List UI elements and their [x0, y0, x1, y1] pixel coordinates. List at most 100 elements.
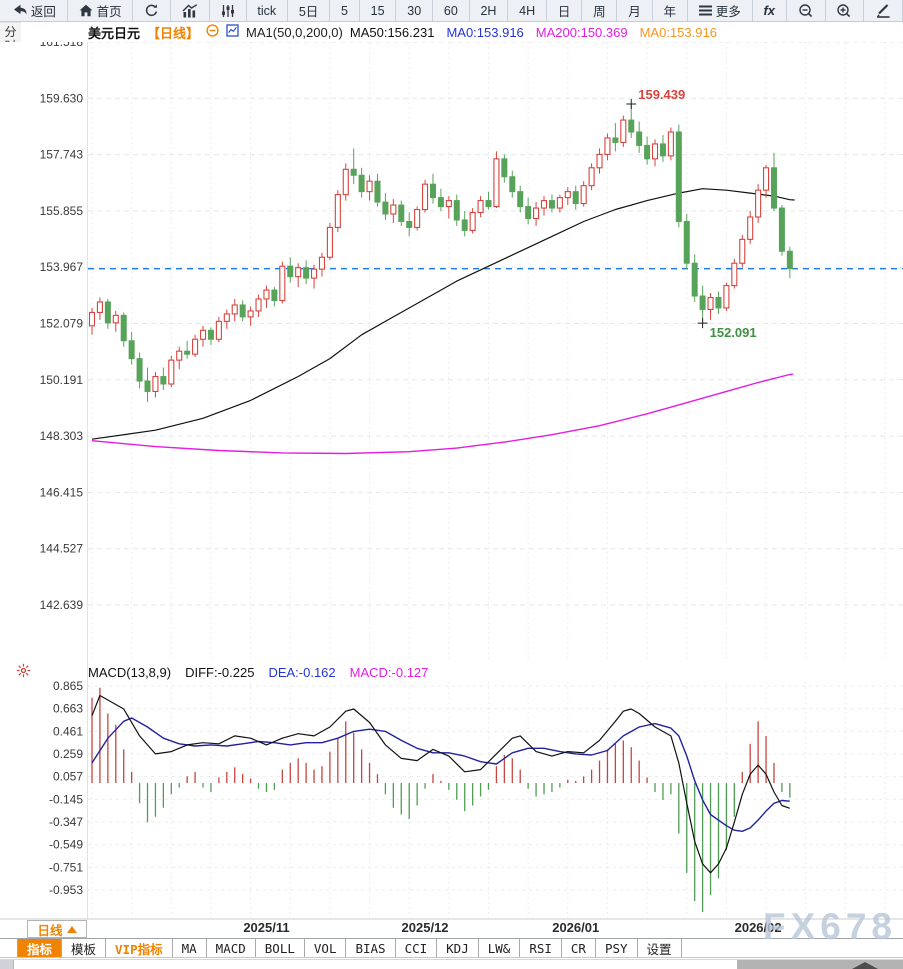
indicator-toolbar: 指标 模板 VIP指标 MA MACD BOLL VOL BIAS CCI KDJ LW& RSI CR…: [0, 938, 903, 958]
toolbar-item-label: 月: [628, 5, 641, 19]
home-button[interactable]: 首页: [68, 0, 134, 21]
candle-up: [556, 197, 563, 209]
candle-down: [398, 204, 405, 222]
period-5m-button[interactable]: 5: [330, 0, 360, 21]
scrollbar-thumb[interactable]: [737, 960, 903, 969]
ma-value-label: MA50:156.231: [349, 24, 435, 40]
toolbar-item-label: 返回: [30, 5, 56, 19]
candle-down: [184, 350, 191, 355]
candle-up: [707, 296, 714, 310]
candle-up: [223, 313, 230, 322]
period-tick-button[interactable]: tick: [247, 0, 288, 21]
candle-up: [667, 131, 674, 157]
candle-up: [477, 200, 484, 214]
candle-up: [168, 359, 175, 385]
toolbar-item-label: 2H: [480, 3, 497, 18]
candle-up: [176, 350, 183, 361]
candle-down: [770, 167, 777, 209]
candles-icon: [182, 3, 198, 18]
period-week-button[interactable]: 周: [582, 0, 618, 21]
tab-ma[interactable]: MA: [173, 939, 207, 957]
price-chart-canvas[interactable]: 161.518 159.630 157.743 155.855 153.967 152.0…: [0, 42, 903, 938]
tab-lwr[interactable]: LW&: [479, 939, 521, 957]
period-selector-button[interactable]: 日线: [27, 920, 87, 938]
toolbar-item-label: 年: [663, 5, 677, 19]
toolbar-item-label: 更多: [715, 5, 741, 19]
zoom-out-icon: [798, 3, 814, 19]
candle-up: [96, 301, 103, 313]
tab-bias[interactable]: BIAS: [346, 939, 396, 957]
candle-up: [192, 338, 199, 355]
tab-cr[interactable]: CR: [562, 939, 596, 957]
y-axis-tick-label: 146.415: [40, 485, 84, 499]
tab-vip-indicator[interactable]: VIP指标: [106, 939, 173, 957]
draw-tool-button[interactable]: [864, 0, 903, 21]
tab-psy[interactable]: PSY: [596, 939, 638, 957]
macd-settings-gear-icon[interactable]: [16, 663, 32, 679]
toolbar-item-label: 4H: [519, 3, 536, 18]
y-axis-tick-label: 152.079: [40, 316, 84, 330]
candle-up: [762, 167, 770, 191]
tab-settings[interactable]: 设置: [638, 939, 682, 957]
y-axis-tick-label: 150.191: [40, 373, 84, 387]
more-button[interactable]: 更多: [688, 0, 753, 21]
tab-kdj[interactable]: KDJ: [437, 939, 479, 957]
tab-cci[interactable]: CCI: [396, 939, 438, 957]
period-60m-button[interactable]: 60: [433, 0, 470, 21]
tab-indicator[interactable]: 指标: [17, 939, 63, 957]
period-2h-button[interactable]: 2H: [470, 0, 509, 21]
y-axis-tick-label: 159.630: [40, 91, 84, 105]
period-day-button[interactable]: 日: [547, 0, 583, 21]
indicator-sliders-button[interactable]: [210, 0, 247, 21]
macd-axis-tick-label: 0.663: [53, 702, 83, 716]
ma-settings-icon[interactable]: [226, 24, 239, 40]
candle-down: [517, 191, 524, 208]
macd-header: MACD(13,8,9) DIFF:-0.225 DEA:-0.162 MACD:-…: [88, 662, 428, 682]
top-toolbar: 返回 首页 tick 5日 5 15 30 60 2H 4H 日 周 月 年 更多 fx: [0, 0, 903, 22]
candle-up: [533, 207, 540, 220]
refresh-button[interactable]: [133, 0, 172, 21]
tab-macd[interactable]: MACD: [207, 939, 256, 957]
candle-up: [263, 289, 270, 300]
period-5d-button[interactable]: 5日: [288, 0, 331, 21]
candle-down: [485, 200, 492, 208]
horizontal-scrollbar[interactable]: [0, 959, 903, 969]
panel-expand-handle-icon[interactable]: [852, 962, 878, 969]
zoom-in-button[interactable]: [826, 0, 865, 21]
triangle-up-icon: [66, 925, 77, 933]
candle-down: [644, 144, 651, 160]
candle-up: [564, 191, 571, 199]
period-month-button[interactable]: 月: [617, 0, 653, 21]
ma-value-label: MA200:150.369: [535, 24, 628, 40]
candle-up: [604, 137, 611, 155]
period-30m-button[interactable]: 30: [396, 0, 434, 21]
zoom-out-button[interactable]: [787, 0, 826, 21]
candle-up: [620, 119, 627, 143]
candle-down: [699, 295, 706, 310]
tab-template[interactable]: 模板: [62, 939, 107, 957]
candle-down: [786, 250, 793, 270]
back-button[interactable]: 返回: [0, 0, 68, 21]
sliders-icon: [221, 4, 235, 18]
macd-axis-tick-label: -0.145: [49, 792, 83, 806]
macd-axis-tick-label: -0.751: [49, 860, 83, 874]
tab-rsi[interactable]: RSI: [520, 939, 562, 957]
x-axis-date-label: 2025/12: [402, 920, 449, 935]
tab-boll[interactable]: BOLL: [256, 939, 305, 957]
tab-vol[interactable]: VOL: [305, 939, 347, 957]
candle-down: [406, 220, 413, 228]
period-4h-button[interactable]: 4H: [508, 0, 548, 21]
candle-down: [287, 265, 294, 278]
ma-value-label: MA0:153.916: [446, 24, 524, 40]
candle-down: [374, 180, 381, 203]
fx-functions-button[interactable]: fx: [753, 0, 787, 21]
candle-up: [414, 208, 421, 228]
period-year-button[interactable]: 年: [653, 0, 688, 21]
period-15m-button[interactable]: 15: [360, 0, 397, 21]
macd-axis-tick-label: -0.549: [49, 838, 83, 852]
chart-style-button[interactable]: [171, 0, 210, 21]
candle-up: [747, 216, 754, 240]
collapse-indicator-icon[interactable]: [206, 24, 219, 40]
candle-down: [207, 329, 214, 340]
candle-up: [596, 153, 603, 169]
